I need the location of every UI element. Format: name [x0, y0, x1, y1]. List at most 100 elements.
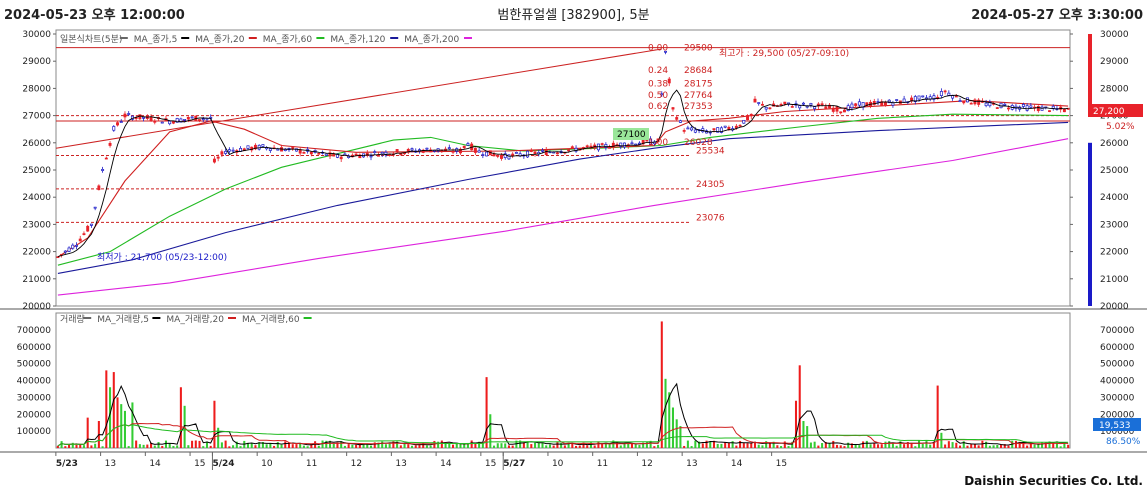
volume-bar: [854, 444, 857, 448]
price-tick-label-right: 26000: [1100, 139, 1129, 149]
candle-body: [1036, 106, 1040, 112]
volume-legend-item: 거래량: [60, 313, 85, 325]
volume-bar: [668, 392, 671, 448]
candle-body: [268, 148, 272, 151]
candle-body: [854, 103, 858, 106]
candle-body: [171, 121, 175, 124]
volume-bar: [1000, 444, 1003, 448]
candle-body: [589, 145, 593, 148]
candle-body: [693, 129, 697, 133]
candle-body: [406, 148, 410, 153]
volume-bar: [619, 445, 622, 448]
volume-bar: [414, 445, 417, 448]
volume-bar: [787, 446, 790, 448]
candle-body: [212, 158, 216, 163]
volume-bar: [198, 440, 201, 448]
volume-bar: [68, 444, 71, 448]
candle-body: [749, 113, 753, 117]
x-tick-label: 5/24: [212, 459, 234, 469]
candle-body: [138, 114, 142, 120]
fib-value-label: 29500: [684, 44, 713, 54]
candle-body: [380, 152, 384, 155]
volume-bar: [493, 445, 496, 448]
volume-bar: [593, 445, 596, 448]
volume-bar: [269, 443, 272, 448]
x-tick-label: 5/27: [503, 459, 525, 469]
fib-value-label: 27764: [684, 91, 713, 101]
candle-body: [876, 101, 880, 103]
end-time: 2024-05-27 오후 3:30:00: [971, 8, 1143, 23]
volume-bar: [1037, 444, 1040, 448]
candle-body: [723, 125, 727, 128]
candle-body: [462, 145, 466, 149]
candle-body: [932, 95, 936, 100]
legend-swatch: [248, 37, 257, 39]
volume-bar: [724, 442, 727, 448]
volume-bar: [123, 410, 126, 448]
candle-body: [623, 142, 626, 148]
volume-bar: [325, 440, 328, 448]
candle-body: [473, 147, 477, 153]
volume-bar: [452, 444, 455, 448]
low-price-label: 최저가 : 21,700 (05/23-12:00): [97, 252, 227, 263]
candle-body: [712, 128, 716, 131]
volume-bar: [575, 445, 578, 448]
volume-bar: [500, 443, 503, 448]
volume-bar: [470, 440, 473, 448]
volume-bar: [843, 446, 846, 448]
volume-bar: [396, 441, 399, 448]
x-tick-label: 15: [194, 459, 205, 469]
volume-bar: [765, 441, 768, 448]
price-tick-label-right: 24000: [1100, 193, 1129, 203]
volume-bar: [176, 445, 179, 448]
volume-bar: [1007, 445, 1010, 448]
volume-bar: [347, 444, 350, 448]
price-legend-item: MA_종가,60: [263, 34, 313, 45]
volume-bar: [213, 400, 216, 448]
fib-value-label: 26028: [684, 138, 713, 148]
candle-body: [846, 105, 850, 112]
volume-bar: [164, 440, 167, 448]
volume-bar: [530, 444, 533, 448]
volume-bar: [116, 397, 119, 448]
volume-bar: [1048, 441, 1051, 448]
volume-bar: [429, 445, 432, 448]
candle-body: [544, 149, 548, 156]
candle-body: [611, 142, 615, 148]
volume-bar: [75, 444, 78, 448]
candle-body: [664, 50, 667, 53]
candle-body: [734, 125, 738, 129]
candle-body: [1062, 108, 1066, 113]
reference-level-label: 24305: [696, 180, 725, 190]
candle-body: [995, 107, 999, 109]
volume-bar: [910, 442, 913, 448]
candle-body: [186, 116, 190, 120]
volume-bar: [384, 444, 387, 448]
volume-bar: [150, 442, 153, 448]
volume-bar: [768, 442, 771, 448]
fib-ratio-label: 1.00: [648, 138, 668, 148]
price-tick-label-left: 24000: [22, 193, 51, 203]
price-tick-label-right: 23000: [1100, 220, 1129, 230]
volume-bar: [224, 440, 227, 448]
volume-bar: [239, 446, 242, 448]
volume-panel-frame: [55, 312, 1071, 449]
candle-body: [198, 119, 201, 121]
volume-bar: [433, 440, 436, 448]
volume-bar: [731, 441, 734, 448]
x-tick-label: 13: [105, 459, 116, 469]
volume-bar: [1022, 443, 1025, 448]
x-tick-label: 10: [552, 459, 564, 469]
candle-body: [425, 147, 429, 150]
volume-bar: [560, 443, 563, 448]
candle-body: [954, 95, 958, 98]
volume-bar: [645, 441, 648, 448]
price-tick-label-left: 21000: [22, 275, 51, 285]
candle-body: [485, 151, 489, 157]
volume-bar: [586, 445, 589, 448]
volume-bar: [776, 445, 779, 448]
candle-body: [984, 102, 988, 107]
current-volume-label: 19,533: [1099, 421, 1131, 431]
volume-bar: [794, 400, 798, 448]
